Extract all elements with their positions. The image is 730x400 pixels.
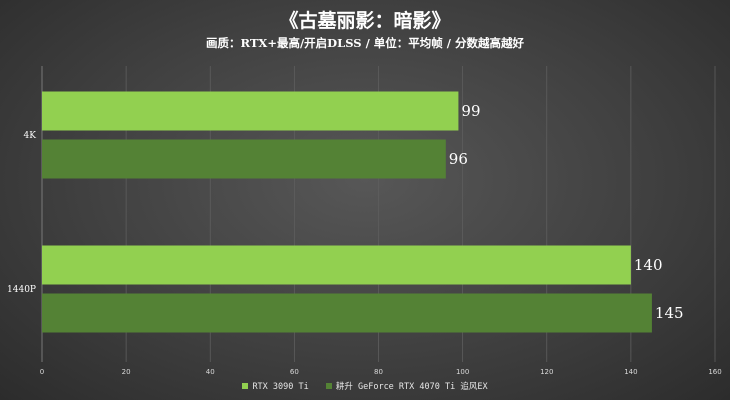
data-label-4k-series-1: 99 (461, 102, 480, 120)
x-tick-label-160: 160 (708, 368, 721, 376)
bar-4k-series-1 (42, 91, 459, 131)
data-label-4k-series-2: 96 (449, 150, 468, 168)
chart-subtitle: 画质：RTX+最高/开启DLSS / 单位：平均帧 / 分数越高越好 (206, 36, 524, 50)
x-tick-label-40: 40 (206, 368, 215, 376)
x-tick-label-140: 140 (624, 368, 637, 376)
legend: RTX 3090 Ti 耕升 GeForce RTX 4070 Ti 追风EX (0, 380, 730, 392)
bar-4k-series-2 (42, 139, 446, 179)
data-label-1440p-series-1: 140 (634, 256, 663, 274)
legend-swatch-series-2 (325, 382, 332, 389)
x-tick-label-120: 120 (540, 368, 553, 376)
category-label-4k: 4K (24, 131, 37, 141)
bar-1440p-series-1 (42, 245, 631, 285)
x-tick-label-80: 80 (374, 368, 383, 376)
legend-label-series-1: RTX 3090 Ti (252, 382, 309, 392)
chart-title: 《古墓丽影：暗影》 (279, 10, 451, 32)
legend-label-series-2: 耕升 GeForce RTX 4070 Ti 追风EX (335, 382, 488, 392)
x-tick-label-20: 20 (122, 368, 131, 376)
bar-1440p-series-2 (42, 293, 652, 333)
legend-item-series-1: RTX 3090 Ti (242, 382, 309, 392)
legend-swatch-series-1 (242, 382, 249, 389)
x-tick-label-0: 0 (40, 368, 44, 376)
data-label-1440p-series-2: 145 (655, 304, 684, 322)
x-tick-label-100: 100 (456, 368, 469, 376)
category-label-1440p: 1440P (7, 285, 36, 295)
x-tick-label-60: 60 (290, 368, 299, 376)
legend-item-series-2: 耕升 GeForce RTX 4070 Ti 追风EX (325, 380, 488, 392)
